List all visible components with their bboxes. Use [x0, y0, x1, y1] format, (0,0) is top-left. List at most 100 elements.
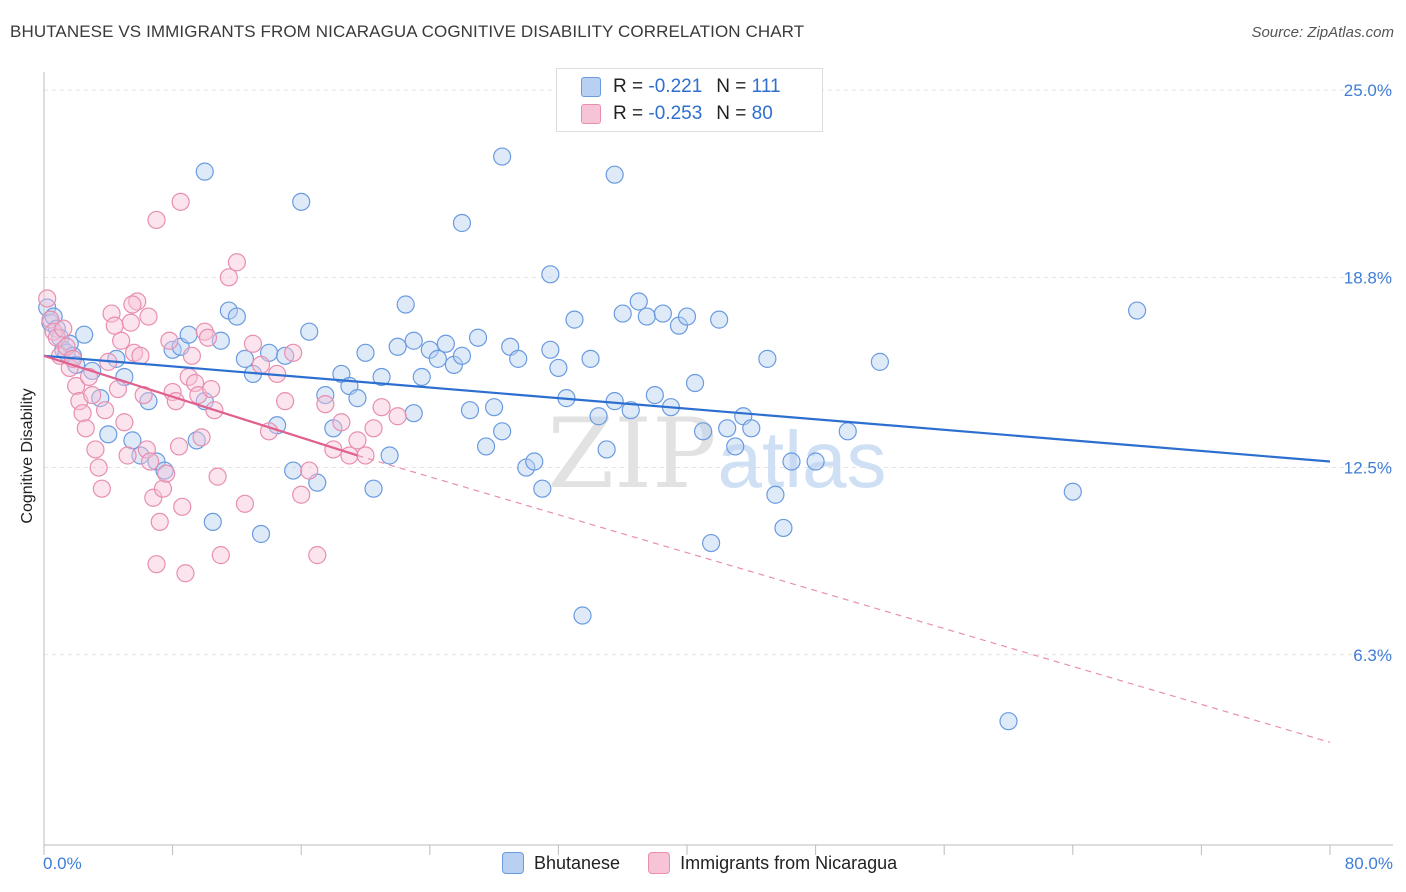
- point-bhutanese: [742, 419, 761, 438]
- point-bhutanese: [774, 518, 793, 538]
- n-label: N =: [716, 76, 747, 97]
- point-bhutanese: [621, 401, 640, 420]
- point-bhutanese: [452, 213, 472, 233]
- point-nicaragua: [372, 398, 391, 417]
- point-nicaragua: [67, 376, 86, 396]
- tick-labels: 6.3% 12.5% 18.8% 25.0% 0.0% 80.0%: [43, 81, 1393, 873]
- point-nicaragua: [86, 440, 105, 459]
- series-legend: Bhutanese Immigrants from Nicaragua: [502, 852, 925, 874]
- x-tick-label: 80.0%: [1345, 854, 1393, 873]
- point-bhutanese: [251, 524, 271, 544]
- point-bhutanese: [452, 346, 472, 365]
- point-nicaragua: [144, 488, 163, 507]
- point-bhutanese: [179, 325, 198, 344]
- point-bhutanese: [227, 307, 246, 326]
- point-bhutanese: [380, 446, 399, 465]
- r-value-nicaragua: -0.253: [648, 103, 703, 124]
- point-nicaragua: [123, 295, 142, 314]
- point-nicaragua: [332, 413, 351, 432]
- point-bhutanese: [404, 404, 423, 423]
- point-bhutanese: [758, 349, 777, 368]
- point-nicaragua: [251, 355, 271, 374]
- r-label: R =: [613, 103, 644, 124]
- point-bhutanese: [565, 310, 584, 329]
- point-bhutanese: [436, 334, 455, 353]
- point-nicaragua: [38, 289, 57, 308]
- point-bhutanese: [999, 712, 1018, 731]
- point-nicaragua: [208, 467, 227, 486]
- trend-lines: [43, 354, 1331, 743]
- source-label: Source: ZipAtlas.com: [1251, 24, 1394, 41]
- r-label: R =: [613, 76, 644, 97]
- point-bhutanese: [533, 479, 552, 498]
- point-nicaragua: [147, 555, 166, 574]
- point-nicaragua: [115, 413, 134, 432]
- point-bhutanese: [645, 385, 664, 405]
- point-nicaragua: [140, 452, 160, 471]
- point-nicaragua: [147, 210, 166, 230]
- point-bhutanese: [404, 331, 423, 350]
- point-bhutanese: [356, 343, 375, 362]
- y-tick-label: 18.8%: [1344, 268, 1392, 287]
- watermark-zip: ZIP: [547, 398, 716, 510]
- stats-legend: R = -0.221 N = 111 R = -0.253 N = 80: [556, 68, 823, 132]
- y-tick-label: 25.0%: [1344, 81, 1392, 100]
- point-bhutanese: [1063, 482, 1082, 501]
- point-bhutanese: [412, 367, 431, 387]
- point-bhutanese: [75, 325, 94, 344]
- point-bhutanese: [718, 419, 737, 438]
- point-bhutanese: [613, 304, 632, 323]
- point-bhutanese: [573, 606, 592, 625]
- point-bhutanese: [468, 328, 488, 347]
- point-bhutanese: [766, 485, 785, 504]
- point-nicaragua: [235, 494, 255, 513]
- point-nicaragua: [83, 385, 102, 405]
- point-bhutanese: [597, 440, 616, 459]
- point-bhutanese: [292, 192, 311, 211]
- point-nicaragua: [219, 268, 238, 287]
- n-label: N =: [716, 103, 747, 124]
- point-nicaragua: [171, 192, 190, 211]
- point-nicaragua: [211, 546, 230, 565]
- point-bhutanese: [629, 292, 648, 311]
- point-bhutanese: [693, 422, 713, 441]
- point-bhutanese: [581, 349, 600, 368]
- point-bhutanese: [187, 431, 206, 450]
- watermark: ZIP atlas: [547, 398, 886, 510]
- legend-item-nicaragua[interactable]: Immigrants from Nicaragua: [648, 852, 897, 874]
- x-tick-label: 0.0%: [43, 854, 82, 873]
- data-points: [38, 147, 1147, 731]
- bhutanese-swatch: [581, 77, 601, 97]
- point-nicaragua: [308, 546, 327, 565]
- point-nicaragua: [186, 373, 205, 393]
- trend-line-nicaragua: [43, 354, 358, 457]
- point-nicaragua: [243, 334, 263, 353]
- point-bhutanese: [235, 349, 255, 368]
- point-nicaragua: [121, 313, 140, 332]
- point-bhutanese: [460, 401, 480, 420]
- point-nicaragua: [160, 331, 179, 350]
- point-nicaragua: [364, 419, 383, 438]
- r-value-bhutanese: -0.221: [648, 76, 703, 97]
- point-bhutanese: [485, 398, 504, 417]
- point-nicaragua: [292, 485, 311, 504]
- point-nicaragua: [41, 310, 60, 329]
- point-bhutanese: [476, 437, 496, 456]
- nicaragua-swatch: [581, 104, 601, 124]
- stats-legend-row-nicaragua: R = -0.253 N = 80: [581, 102, 773, 126]
- point-bhutanese: [525, 452, 544, 471]
- legend-label-bhutanese: Bhutanese: [534, 852, 621, 873]
- y-tick-label: 12.5%: [1344, 459, 1392, 478]
- point-nicaragua: [139, 307, 158, 326]
- stats-legend-row-bhutanese: R = -0.221 N = 111: [581, 75, 781, 99]
- trend-line-nicaragua-extended: [357, 454, 1331, 743]
- legend-item-bhutanese[interactable]: Bhutanese: [502, 852, 620, 874]
- point-nicaragua: [300, 461, 319, 480]
- point-bhutanese: [396, 295, 415, 314]
- legend-label-nicaragua: Immigrants from Nicaragua: [680, 852, 898, 873]
- point-bhutanese: [284, 461, 303, 480]
- point-bhutanese: [702, 533, 721, 553]
- point-bhutanese: [509, 349, 528, 368]
- point-nicaragua: [89, 458, 108, 477]
